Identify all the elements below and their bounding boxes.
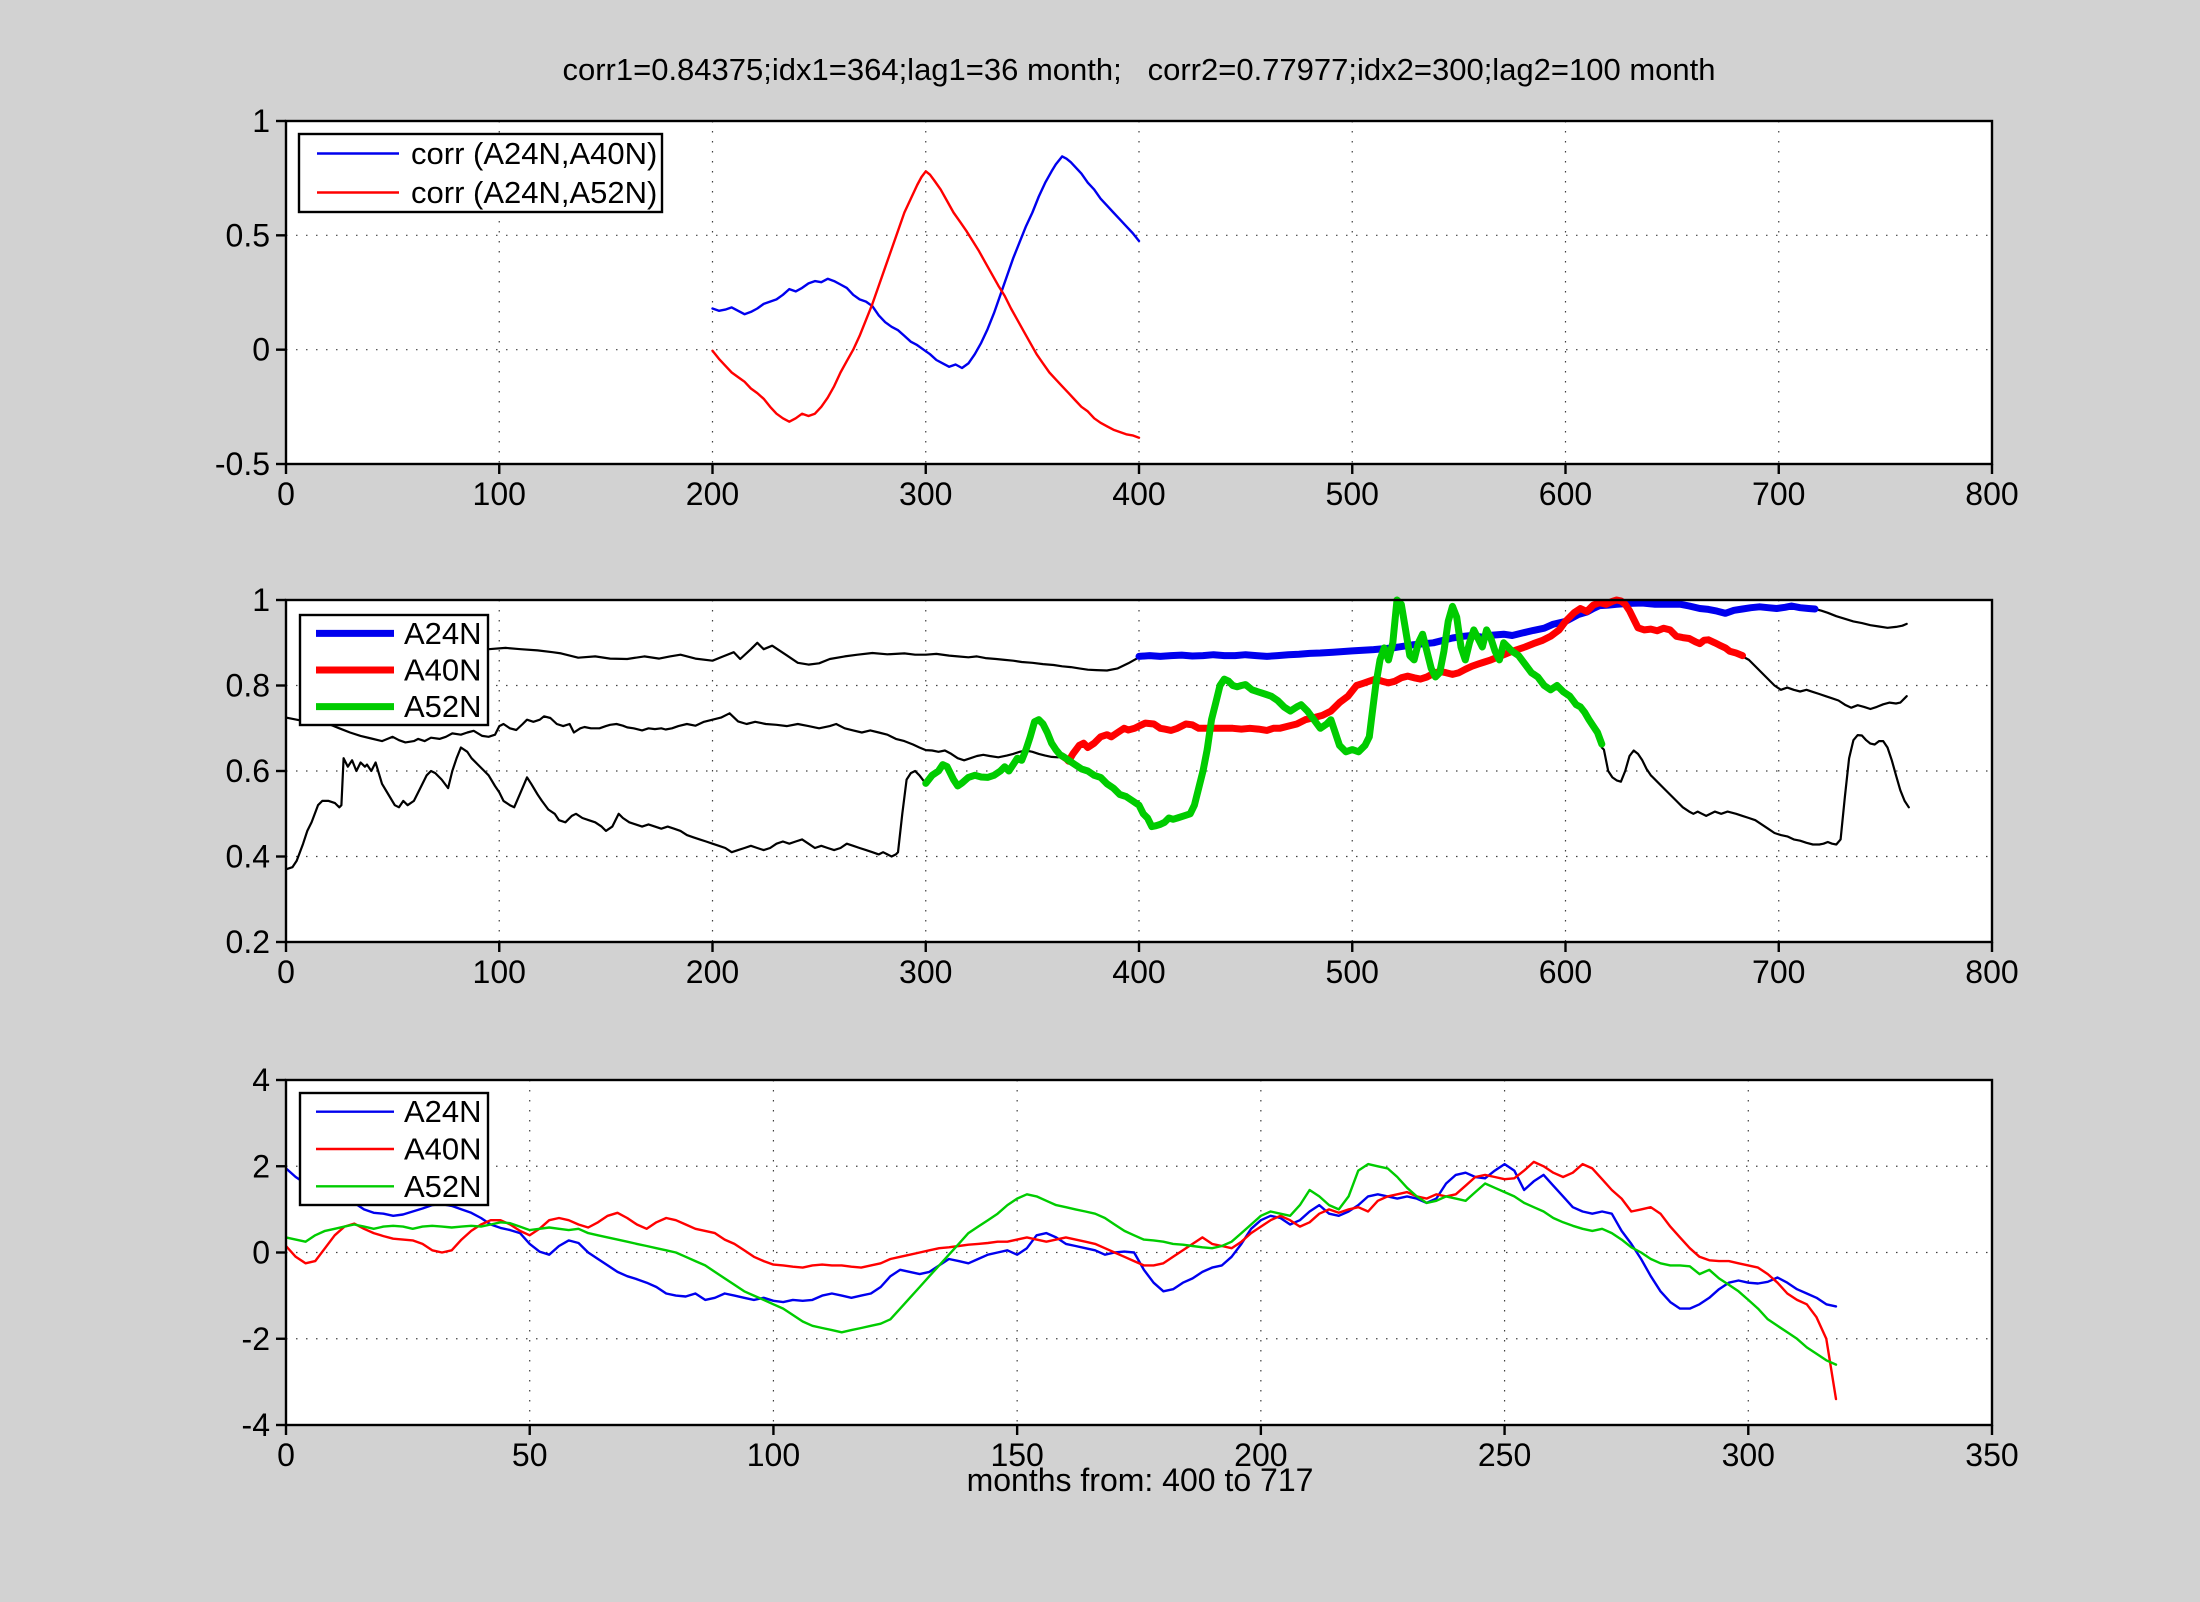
legend-label: A52N: [404, 1169, 482, 1204]
x-tick-label: 600: [1539, 476, 1592, 512]
series-A24N-full: [487, 641, 1141, 672]
x-tick-label: 200: [686, 954, 739, 990]
y-tick-label: 0.4: [226, 839, 270, 875]
series-A40N: [1058, 596, 1746, 765]
y-tick-label: 0.8: [226, 668, 270, 704]
series-A24N-full-tail: [1813, 607, 1908, 629]
x-tick-label: 100: [473, 954, 526, 990]
ticks: [276, 119, 1994, 474]
x-tick-label: 200: [1234, 1437, 1287, 1473]
y-tick-label: 0.6: [226, 753, 270, 789]
legend: corr (A24N,A40N) corr (A24N,A52N): [297, 132, 664, 214]
legend-label: A24N: [404, 1094, 482, 1129]
series-A52N-full: [285, 746, 927, 871]
x-tick-label: 400: [1112, 476, 1165, 512]
x-tick-label: 350: [1965, 1437, 2018, 1473]
x-tick-label: 300: [1722, 1437, 1775, 1473]
x-tick-label: 300: [899, 954, 952, 990]
x-tick-label: 300: [899, 476, 952, 512]
series-A40N-full-tail: [1741, 655, 1908, 711]
series-A52N-full-tail: [1600, 733, 1910, 846]
y-tick-label: 0: [252, 332, 270, 368]
y-tick-label: 1: [252, 582, 270, 618]
x-tick-label: 100: [747, 1437, 800, 1473]
series-group: [711, 155, 1141, 439]
series-A24N: [285, 1162, 1838, 1310]
x-tick-label: 600: [1539, 954, 1592, 990]
tick-labels: 0 100 200 300 400 500 600 700 800 0.2 0.4 0.6 0.8 1: [226, 582, 2019, 990]
legend-box: [297, 132, 664, 214]
ticks: [276, 1078, 1994, 1435]
x-tick-label: 500: [1326, 954, 1379, 990]
y-tick-label: 0.5: [226, 217, 270, 253]
x-tick-label: 800: [1965, 476, 2018, 512]
x-tick-label: 500: [1326, 476, 1379, 512]
legend-label: A40N: [404, 1132, 482, 1167]
x-tick-label: 0: [277, 476, 295, 512]
legend-label: A52N: [404, 689, 482, 724]
legend-label: corr (A24N,A52N): [411, 175, 657, 210]
y-tick-label: -0.5: [215, 446, 270, 482]
legend-label: A40N: [404, 653, 482, 688]
y-tick-label: -4: [242, 1407, 270, 1443]
y-tick-label: 4: [252, 1062, 270, 1098]
x-tick-label: 250: [1478, 1437, 1531, 1473]
series-A40N: [285, 1160, 1838, 1401]
series-A40N-full: [285, 712, 1064, 762]
x-tick-label: 700: [1752, 476, 1805, 512]
x-tick-label: 150: [990, 1437, 1043, 1473]
x-tick-label: 0: [277, 954, 295, 990]
x-tick-label: 100: [473, 476, 526, 512]
y-tick-label: 0.2: [226, 924, 270, 960]
x-tick-label: 50: [512, 1437, 548, 1473]
series-A24N: [1135, 599, 1819, 660]
legend-label: A24N: [404, 616, 482, 651]
series-corr (A24N,A40N): [711, 155, 1141, 370]
figure-title: corr1=0.84375;idx1=364;lag1=36 month; co…: [562, 52, 1716, 87]
series-group: [285, 1160, 1838, 1401]
plot-area: [286, 1080, 1992, 1425]
y-tick-label: 2: [252, 1148, 270, 1184]
x-tick-label: 800: [1965, 954, 2018, 990]
y-tick-label: -2: [242, 1321, 270, 1357]
ticks: [276, 598, 1994, 952]
x-tick-label: 200: [686, 476, 739, 512]
match-chart: 0 100 200 300 400 500 600 700 800 0.2 0.4 0.6 0.8 1 A2…: [226, 582, 2019, 990]
y-tick-label: 1: [252, 103, 270, 139]
x-tick-label: 700: [1752, 954, 1805, 990]
x-axis-label: months from: 400 to 717: [966, 1462, 1314, 1498]
series-A52N: [922, 596, 1606, 831]
legend-label: corr (A24N,A40N): [411, 136, 657, 171]
y-tick-label: 0: [252, 1235, 270, 1271]
x-tick-label: 400: [1112, 954, 1165, 990]
tick-labels: 0 100 200 300 400 500 600 700 800-0.500.51: [215, 103, 2019, 512]
series-A52N: [285, 1162, 1838, 1366]
series-group: [285, 596, 1910, 871]
series-corr (A24N,A52N): [711, 170, 1141, 439]
x-tick-label: 0: [277, 1437, 295, 1473]
tick-labels: 0 50 100 150 200 250 300 350 -4 -2 0 2 4: [242, 1062, 2019, 1473]
